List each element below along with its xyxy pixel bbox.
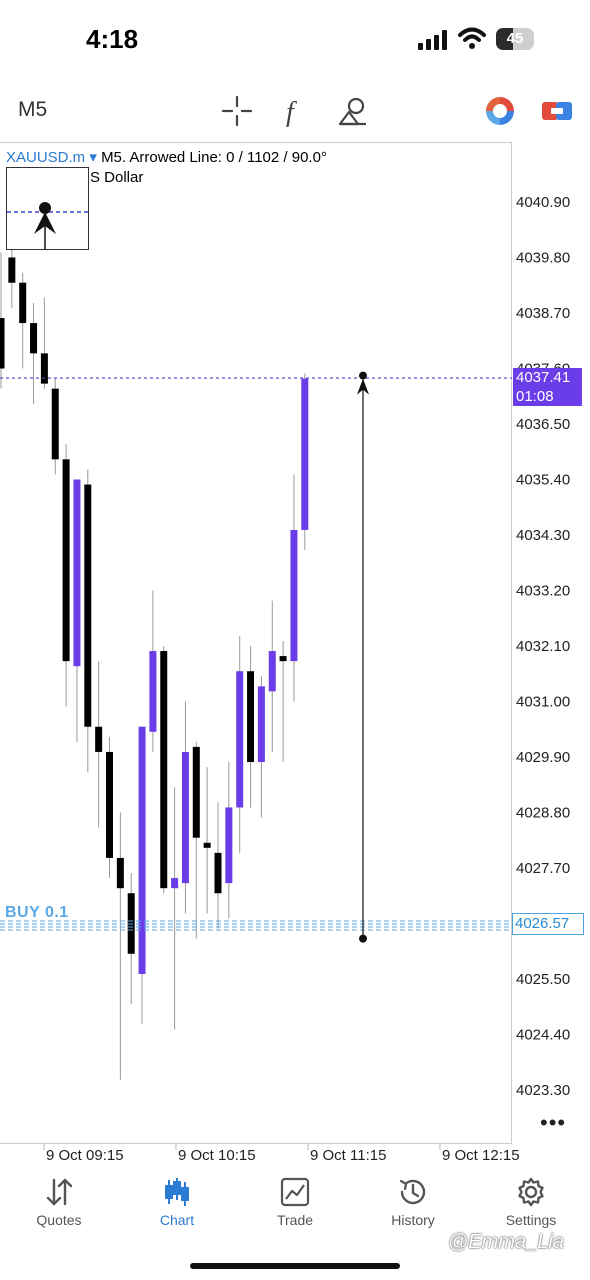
y-tick-label: 4034.30: [516, 527, 570, 544]
y-tick-label: 4028.80: [516, 804, 570, 821]
watermark: @Emma_Lia: [448, 1231, 564, 1253]
tab-quotes[interactable]: Quotes: [9, 1170, 109, 1228]
bull-candle[interactable]: [138, 726, 146, 974]
y-tick-label: 4038.70: [516, 305, 570, 322]
quotes-arrows-icon: [46, 1178, 73, 1206]
tab-trade-label: Trade: [276, 1212, 314, 1228]
chart-info: M5. Arrowed Line: 0 / 1102 / 90.0°: [101, 149, 327, 166]
x-tick-label: 9 Oct 09:15: [46, 1147, 124, 1164]
y-tick-label: 4040.90: [516, 194, 570, 211]
bear-candle[interactable]: [19, 282, 27, 324]
symbol-description: S Dollar: [90, 169, 144, 186]
bear-candle[interactable]: [84, 484, 92, 727]
account-switch-icon[interactable]: [540, 94, 574, 128]
bull-candle[interactable]: [181, 751, 189, 884]
bear-candle[interactable]: [0, 318, 5, 369]
status-time: 4:18: [86, 24, 139, 54]
object-thumbnail: [6, 167, 89, 250]
battery-percent: 45: [506, 30, 524, 47]
bear-candle[interactable]: [247, 671, 255, 763]
arrowed-line-head: [357, 378, 369, 395]
settings-gear-icon: [518, 1177, 544, 1207]
y-tick-label: 4025.50: [516, 971, 570, 988]
bull-candle[interactable]: [73, 479, 81, 667]
x-tick-label: 9 Oct 10:15: [178, 1147, 256, 1164]
candlestick-chart[interactable]: 4040.904039.804038.704037.604036.504035.…: [0, 142, 590, 1170]
history-clock-icon: [399, 1179, 426, 1205]
bear-candle[interactable]: [62, 459, 70, 662]
bear-candle[interactable]: [51, 388, 59, 460]
tab-settings[interactable]: Settings: [481, 1170, 581, 1228]
y-tick-label: 4032.10: [516, 638, 570, 655]
tab-quotes-label: Quotes: [36, 1212, 82, 1228]
y-tick-label: 4029.90: [516, 749, 570, 766]
y-tick-label: 4023.30: [516, 1082, 570, 1099]
bear-candle[interactable]: [40, 353, 48, 384]
buy-position-label[interactable]: BUY 0.1: [5, 904, 69, 921]
bear-candle[interactable]: [116, 857, 124, 889]
bull-candle[interactable]: [257, 686, 265, 763]
bear-candle[interactable]: [160, 651, 168, 889]
bear-candle[interactable]: [30, 323, 38, 354]
wifi-icon: [458, 27, 486, 49]
bear-candle[interactable]: [8, 257, 16, 283]
chart-toolbar: M5 f: [0, 80, 590, 142]
bull-candle[interactable]: [268, 651, 276, 692]
y-tick-label: 4033.20: [516, 582, 570, 599]
symbol-selector[interactable]: XAUUSD.m: [6, 149, 86, 166]
bull-candle[interactable]: [290, 529, 298, 662]
bear-candle[interactable]: [279, 656, 287, 662]
bottom-tab-bar: Quotes Chart Trade History: [0, 1170, 590, 1280]
status-bar: 4:18 45: [0, 0, 590, 80]
x-tick-label: 9 Oct 12:15: [442, 1147, 520, 1164]
signal-icon: [418, 30, 447, 50]
bull-candle[interactable]: [171, 878, 179, 889]
bull-candle[interactable]: [236, 671, 244, 808]
buy-price-tag: 4026.57: [512, 913, 584, 935]
bear-candle[interactable]: [106, 751, 113, 858]
y-tick-label: 4036.50: [516, 416, 570, 433]
bear-candle[interactable]: [95, 726, 103, 752]
x-tick-label: 9 Oct 11:15: [310, 1147, 386, 1164]
trade-chart-icon: [280, 1177, 310, 1207]
y-tick-label: 4039.80: [516, 249, 570, 266]
y-tick-label: 4027.70: [516, 860, 570, 877]
tab-trade[interactable]: Trade: [245, 1170, 345, 1228]
tab-history-label: History: [391, 1212, 435, 1228]
y-tick-label: 4024.40: [516, 1026, 570, 1043]
bull-candle[interactable]: [149, 651, 157, 732]
current-price-tag: 4037.41 01:08: [513, 368, 582, 406]
tab-settings-label: Settings: [505, 1212, 557, 1228]
color-wheel-icon[interactable]: [483, 94, 517, 128]
crosshair-icon[interactable]: [220, 94, 254, 128]
arrow-preview-icon: [7, 202, 88, 249]
svg-text:f: f: [286, 97, 297, 128]
objects-icon[interactable]: [336, 94, 370, 128]
chart-area[interactable]: [0, 142, 512, 1144]
bar-countdown: 01:08: [516, 388, 554, 405]
more-icon[interactable]: •••: [540, 1110, 567, 1135]
bear-candle[interactable]: [214, 852, 222, 894]
arrowed-line-start-point[interactable]: [359, 934, 367, 943]
chart-candles-icon: [165, 1178, 189, 1206]
symbol-caret-icon[interactable]: ▾: [89, 149, 97, 166]
tab-chart[interactable]: Chart: [127, 1170, 227, 1228]
home-indicator: [190, 1263, 400, 1269]
y-tick-label: 4035.40: [516, 471, 570, 488]
bull-candle[interactable]: [301, 378, 309, 530]
battery-icon: 45: [496, 28, 534, 50]
tab-history[interactable]: History: [363, 1170, 463, 1228]
y-tick-label: 4031.00: [516, 693, 570, 710]
bear-candle[interactable]: [192, 746, 200, 838]
tab-chart-label: Chart: [159, 1212, 195, 1228]
current-price: 4037.41: [516, 369, 571, 386]
bear-candle[interactable]: [127, 893, 135, 954]
timeframe-button[interactable]: M5: [18, 98, 48, 121]
bear-candle[interactable]: [203, 842, 211, 848]
arrowed-line-end-point[interactable]: [359, 371, 367, 380]
bull-candle[interactable]: [225, 807, 233, 884]
chart-header: XAUUSD.m ▾ M5. Arrowed Line: 0 / 1102 / …: [6, 148, 327, 166]
indicator-f-icon[interactable]: f: [278, 94, 312, 128]
